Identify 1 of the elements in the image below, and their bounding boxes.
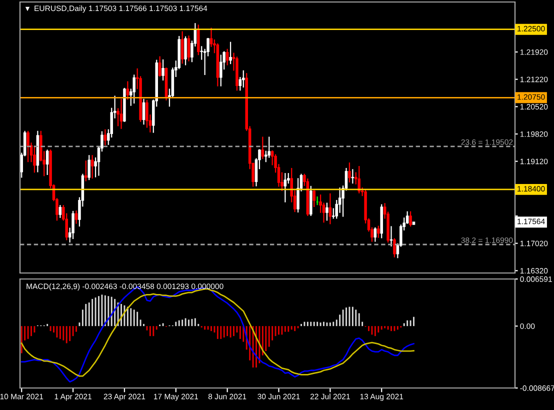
candlestick <box>412 222 416 225</box>
